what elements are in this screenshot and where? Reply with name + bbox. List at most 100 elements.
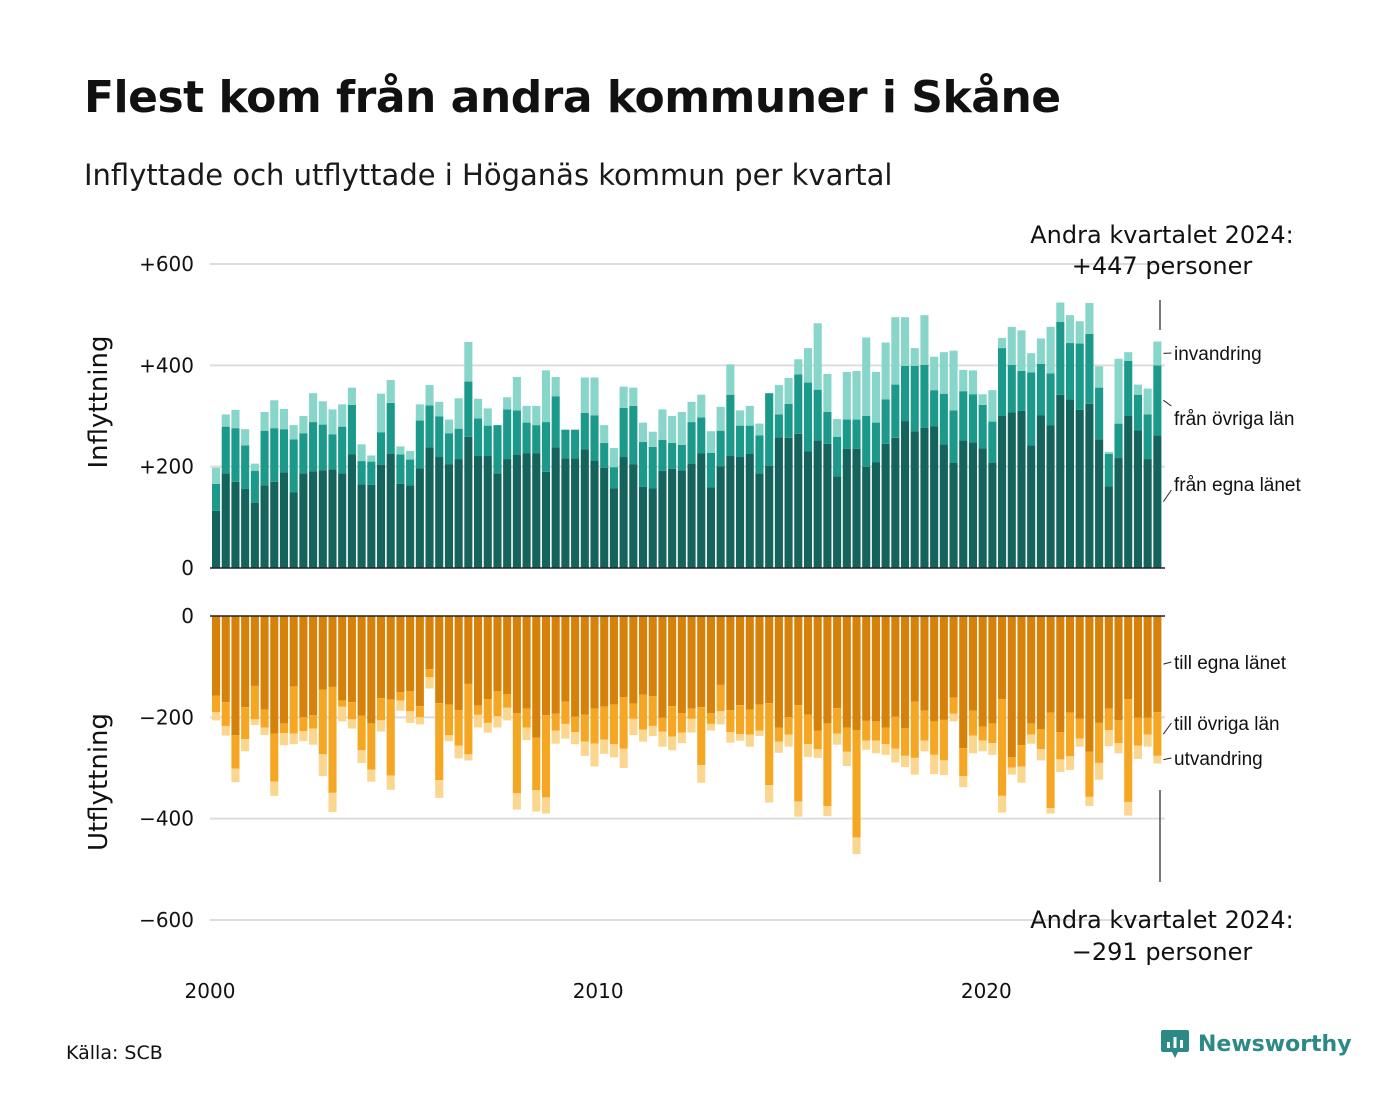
bar-outflow-segment — [668, 736, 677, 751]
bar-outflow-segment — [939, 719, 948, 761]
bar-outflow-segment — [338, 700, 347, 707]
bar-outflow-segment — [609, 744, 618, 758]
bar-outflow-segment — [988, 743, 997, 755]
bar-outflow-segment — [231, 735, 240, 769]
bar-outflow-segment — [1036, 728, 1045, 750]
bar-outflow-segment — [1143, 717, 1152, 735]
bar-inflow-segment — [1056, 302, 1065, 322]
bar-inflow-segment — [386, 402, 395, 454]
bar-outflow-segment — [1104, 616, 1113, 709]
bar-inflow-segment — [784, 437, 793, 568]
bar-outflow-segment — [444, 704, 453, 736]
bar-outflow-segment — [503, 616, 512, 695]
axis-labels: 0 +200 +400 +600 0 −200 −400 −600 2000 2010 2020 In… — [84, 252, 1165, 1003]
bar-inflow-segment — [1075, 321, 1084, 344]
bar-outflow-segment — [1085, 796, 1094, 806]
bar-outflow-segment — [580, 741, 589, 756]
bar-outflow-segment — [299, 731, 308, 742]
bar-outflow-segment — [250, 616, 259, 686]
bar-inflow-segment — [425, 447, 434, 568]
bar-inflow-segment — [648, 431, 657, 447]
bar-inflow-segment — [1114, 458, 1123, 568]
bar-inflow-segment — [551, 396, 560, 448]
bar-inflow-segment — [736, 457, 745, 568]
bar-inflow-segment — [600, 442, 609, 468]
bar-outflow-segment — [1007, 616, 1016, 758]
bar-outflow-segment — [706, 723, 716, 731]
bar-inflow-segment — [648, 446, 657, 489]
bar-inflow-segment — [1065, 315, 1075, 344]
bar-outflow-segment — [561, 723, 570, 739]
bar-outflow-segment — [959, 776, 968, 788]
bar-inflow-segment — [1153, 341, 1162, 366]
bar-inflow-segment — [1036, 363, 1045, 416]
bar-outflow-segment — [474, 616, 483, 706]
bar-inflow-segment — [474, 418, 483, 457]
bar-outflow-segment — [250, 685, 259, 720]
bar-inflow-segment — [910, 348, 919, 366]
bar-outflow-segment — [347, 616, 356, 703]
series-label-inflow: invandring — [1174, 344, 1262, 365]
bar-outflow-segment — [862, 720, 871, 741]
bar-outflow-segment — [638, 616, 648, 695]
bar-inflow-segment — [503, 397, 512, 410]
bar-outflow-segment — [1027, 616, 1036, 724]
bar-inflow-segment — [541, 370, 551, 423]
bar-inflow-segment — [745, 425, 754, 454]
bar-inflow-segment — [842, 448, 851, 568]
bar-outflow-segment — [833, 708, 842, 734]
bar-inflow-segment — [716, 466, 725, 568]
bar-inflow-segment — [571, 429, 580, 459]
bar-outflow-segment — [658, 616, 667, 718]
bar-inflow-segment — [930, 356, 939, 391]
bar-outflow-segment — [474, 705, 483, 715]
bar-outflow-segment — [920, 710, 929, 741]
x-tick-label: 2000 — [185, 979, 236, 1003]
bar-outflow-segment — [454, 616, 463, 711]
bar-outflow-segment — [968, 616, 978, 711]
bar-outflow-segment — [541, 797, 551, 814]
bar-outflow-segment — [435, 616, 444, 704]
bar-outflow-segment — [823, 723, 832, 806]
bar-inflow-segment — [687, 463, 696, 568]
bar-inflow-segment — [1095, 439, 1104, 568]
bar-outflow-segment — [338, 616, 347, 701]
bar-inflow-segment — [406, 459, 415, 486]
bar-inflow-segment — [561, 458, 570, 568]
bar-inflow-segment — [221, 426, 230, 474]
bar-outflow-segment — [483, 722, 492, 733]
bar-inflow-segment — [619, 407, 628, 458]
bar-inflow-segment — [338, 404, 347, 427]
bar-outflow-segment — [367, 616, 376, 724]
bar-outflow-segment — [367, 723, 376, 770]
bar-outflow-segment — [1027, 723, 1036, 735]
bar-outflow-segment — [988, 616, 997, 724]
bar-outflow-segment — [842, 616, 851, 728]
bar-inflow-segment — [697, 394, 706, 418]
bar-inflow-segment — [842, 371, 851, 420]
bar-inflow-segment — [930, 390, 939, 427]
bar-outflow-segment — [774, 616, 783, 728]
bar-inflow-segment — [833, 476, 842, 568]
bar-inflow-segment — [541, 471, 551, 568]
y-tick-label-bottom: 0 — [181, 604, 194, 628]
bar-inflow-segment — [774, 414, 783, 438]
bar-inflow-segment — [318, 424, 327, 471]
bar-outflow-segment — [968, 735, 978, 754]
bar-outflow-segment — [551, 713, 560, 731]
bar-inflow-segment — [813, 323, 822, 390]
bar-outflow-segment — [833, 616, 842, 709]
bar-outflow-segment — [571, 616, 580, 717]
bar-inflow-segment — [357, 461, 366, 485]
bar-outflow-segment — [1075, 738, 1084, 747]
bar-outflow-segment — [978, 616, 987, 727]
bar-inflow-segment — [1007, 412, 1016, 568]
bar-outflow-segment — [318, 689, 327, 755]
bar-outflow-segment — [765, 703, 774, 786]
bar-outflow-segment — [745, 709, 754, 735]
bar-inflow-segment — [367, 461, 376, 485]
bar-inflow-segment — [1075, 409, 1084, 568]
bar-inflow-segment — [1046, 425, 1055, 568]
bar-outflow-segment — [1133, 745, 1142, 759]
